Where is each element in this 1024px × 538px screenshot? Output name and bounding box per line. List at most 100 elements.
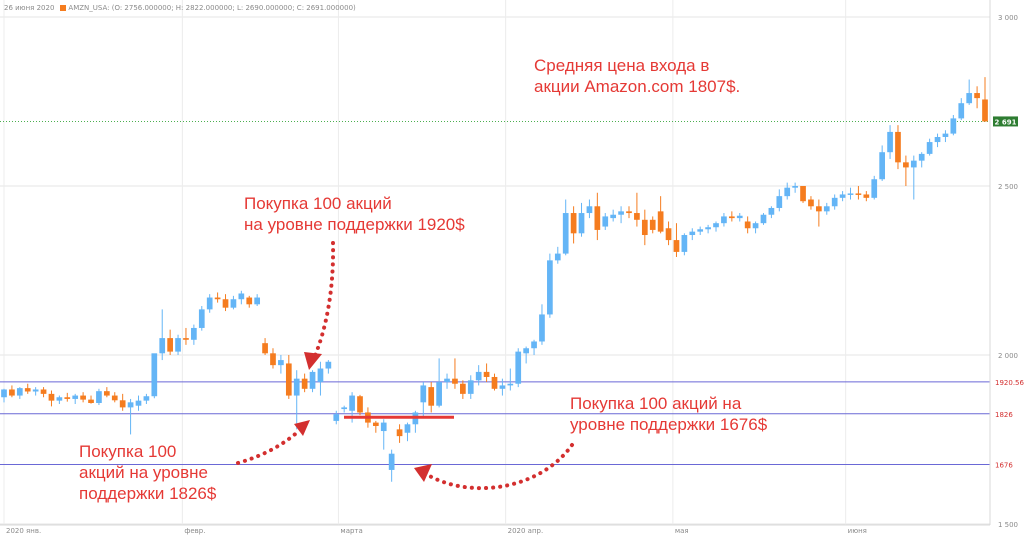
candle-body: [578, 213, 585, 234]
candle-body: [16, 388, 23, 396]
candle-body: [847, 193, 854, 195]
support-level-label: 1676: [995, 462, 1013, 470]
candle-body: [420, 385, 427, 403]
candle-body: [135, 400, 142, 406]
x-tick-label: июня: [848, 527, 867, 535]
candle-body: [222, 299, 229, 308]
arrow-head-1920: [304, 352, 322, 370]
candle-body: [618, 211, 624, 215]
candle-body: [88, 399, 94, 403]
candle-body: [167, 338, 173, 352]
header-symbol: AMZN_USA:: [68, 4, 110, 12]
candle-body: [570, 213, 577, 234]
candle-body: [974, 93, 980, 99]
candle-body: [531, 341, 537, 349]
candle-body: [966, 93, 973, 104]
last-price-label: 2 691: [995, 118, 1017, 126]
candle-body: [238, 293, 245, 300]
candle-body: [721, 216, 727, 224]
candle-body: [586, 206, 593, 214]
annotation-line: поддержки 1826$: [79, 484, 217, 503]
arrow-path-1920: [312, 241, 336, 360]
candle-body: [539, 314, 545, 342]
candle-body: [910, 160, 917, 168]
candle-body: [934, 136, 941, 143]
y-tick-label: 3 000: [998, 14, 1018, 22]
annotation-line: акций на уровне: [79, 463, 209, 482]
candle-body: [436, 382, 442, 406]
candle-body: [903, 162, 909, 168]
candle-body: [602, 216, 609, 227]
candle-body: [1, 389, 7, 398]
annotation-average-entry: Средняя цена входа в акции Amazon.com 18…: [534, 55, 740, 97]
candle-body: [452, 378, 458, 384]
candle-body: [816, 206, 822, 212]
candle-body: [285, 363, 292, 396]
candle-body: [681, 235, 688, 252]
candle-body: [736, 215, 743, 219]
candle-body: [103, 391, 110, 396]
annotation-arrows: [236, 241, 574, 491]
candle-body: [499, 385, 506, 389]
candle-body: [705, 227, 711, 230]
candle-body: [428, 387, 435, 406]
candle-body: [562, 213, 569, 254]
candle-body: [713, 223, 719, 228]
candle-body: [823, 206, 830, 212]
candle-body: [839, 194, 846, 198]
candle-body: [206, 297, 213, 310]
x-tick-label: марта: [340, 527, 362, 535]
candle-body: [728, 216, 735, 219]
candle-body: [119, 400, 126, 408]
candle-body: [491, 376, 498, 389]
candle-body: [879, 152, 886, 180]
candle-body: [657, 211, 664, 232]
candle-body: [744, 221, 751, 229]
candle-body: [871, 179, 878, 198]
grid-lines: [0, 0, 990, 525]
candle-body: [396, 429, 403, 437]
annotation-buy-1920: Покупка 100 акций на уровне поддержки 19…: [244, 193, 465, 235]
candle-body: [175, 338, 181, 352]
annotation-line: Покупка 100: [79, 442, 177, 461]
candle-body: [752, 223, 759, 229]
header-ohlc: (O: 2756.000000; H: 2822.000000; L: 2690…: [111, 4, 356, 12]
candle-body: [697, 229, 704, 232]
candle-body: [388, 453, 395, 470]
candle-body: [349, 395, 355, 411]
candle-body: [301, 378, 308, 389]
candle-body: [333, 414, 340, 421]
candle-body: [111, 395, 118, 401]
candles: [1, 77, 988, 482]
candle-body: [127, 402, 134, 408]
candle-body: [467, 380, 474, 394]
annotation-line: Средняя цена входа в: [534, 56, 710, 75]
header-date: 26 июня 2020: [4, 4, 55, 12]
candle-body: [151, 353, 158, 397]
candle-body: [673, 240, 680, 252]
candle-body: [32, 389, 39, 392]
candle-body: [918, 153, 925, 161]
candle-body: [982, 99, 988, 122]
candle-body: [776, 196, 783, 208]
candle-body: [191, 327, 197, 340]
annotation-buy-1826: Покупка 100 акций на уровне поддержки 18…: [79, 441, 216, 504]
candle-body: [689, 231, 696, 236]
candle-body: [372, 422, 379, 426]
support-level-label: 1920.56: [995, 379, 1024, 387]
candle-body: [270, 353, 276, 366]
candle-body: [444, 378, 450, 383]
y-tick-label: 2 500: [998, 183, 1018, 191]
series-color-swatch: [60, 5, 67, 11]
candle-body: [547, 260, 553, 315]
arrow-path-1826: [236, 428, 302, 465]
candle-body: [341, 407, 348, 410]
candle-body: [80, 395, 86, 400]
candle-body: [357, 396, 363, 413]
chart-header: 26 июня 2020 AMZN_USA: (O: 2756.000000; H…: [4, 4, 356, 12]
annotation-line: акции Amazon.com 1807$.: [534, 77, 741, 96]
candle-body: [942, 133, 949, 137]
x-tick-label: 2020 апр.: [508, 527, 544, 535]
candle-body: [855, 193, 862, 195]
